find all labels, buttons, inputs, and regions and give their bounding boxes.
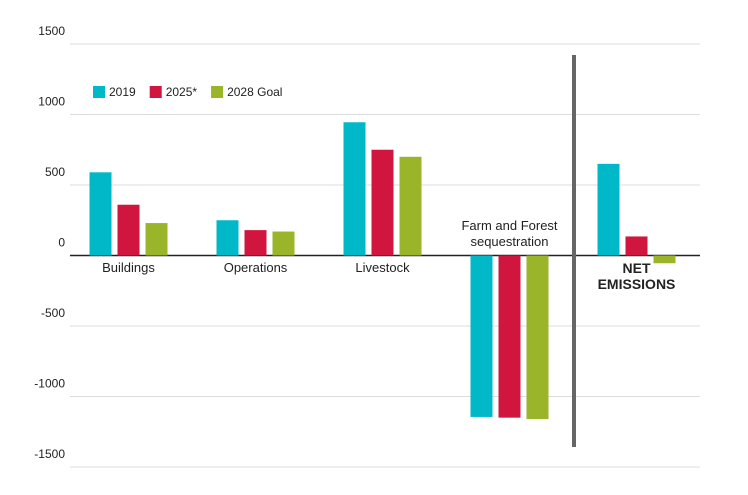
bar bbox=[498, 255, 521, 418]
legend-label: 2028 Goal bbox=[227, 85, 282, 99]
legend-label: 2025* bbox=[166, 85, 198, 99]
y-tick-label: 0 bbox=[58, 236, 65, 250]
x-tick-label: NET EMISSIONS bbox=[597, 259, 676, 292]
bar bbox=[526, 255, 549, 420]
bar bbox=[399, 156, 422, 256]
bar bbox=[625, 236, 648, 256]
y-tick-label: 500 bbox=[45, 165, 65, 179]
legend-swatch bbox=[93, 86, 105, 98]
legend-swatch bbox=[211, 86, 224, 98]
bar bbox=[145, 223, 168, 256]
bar bbox=[117, 204, 140, 256]
y-tick-label: -1000 bbox=[34, 377, 65, 391]
bar bbox=[470, 255, 493, 417]
y-tick-label: -500 bbox=[41, 306, 65, 320]
x-tick-label: Livestock bbox=[355, 259, 410, 275]
legend-swatch bbox=[149, 86, 162, 98]
bar bbox=[244, 230, 267, 256]
y-tick-label: 1500 bbox=[38, 24, 65, 38]
x-tick-label: Operations bbox=[223, 259, 288, 275]
bar bbox=[597, 163, 620, 256]
y-tick-label: 1000 bbox=[38, 95, 65, 109]
bar bbox=[216, 220, 239, 256]
x-tick-label: Buildings bbox=[102, 259, 155, 275]
y-tick-label: -1500 bbox=[34, 447, 65, 461]
bar bbox=[343, 122, 366, 256]
bar bbox=[272, 231, 295, 256]
bar bbox=[89, 172, 112, 256]
x-tick-label: Farm and Forest sequestration bbox=[461, 217, 558, 249]
bar bbox=[653, 255, 676, 264]
bar bbox=[371, 149, 394, 256]
legend-label: 2019 bbox=[109, 85, 136, 99]
